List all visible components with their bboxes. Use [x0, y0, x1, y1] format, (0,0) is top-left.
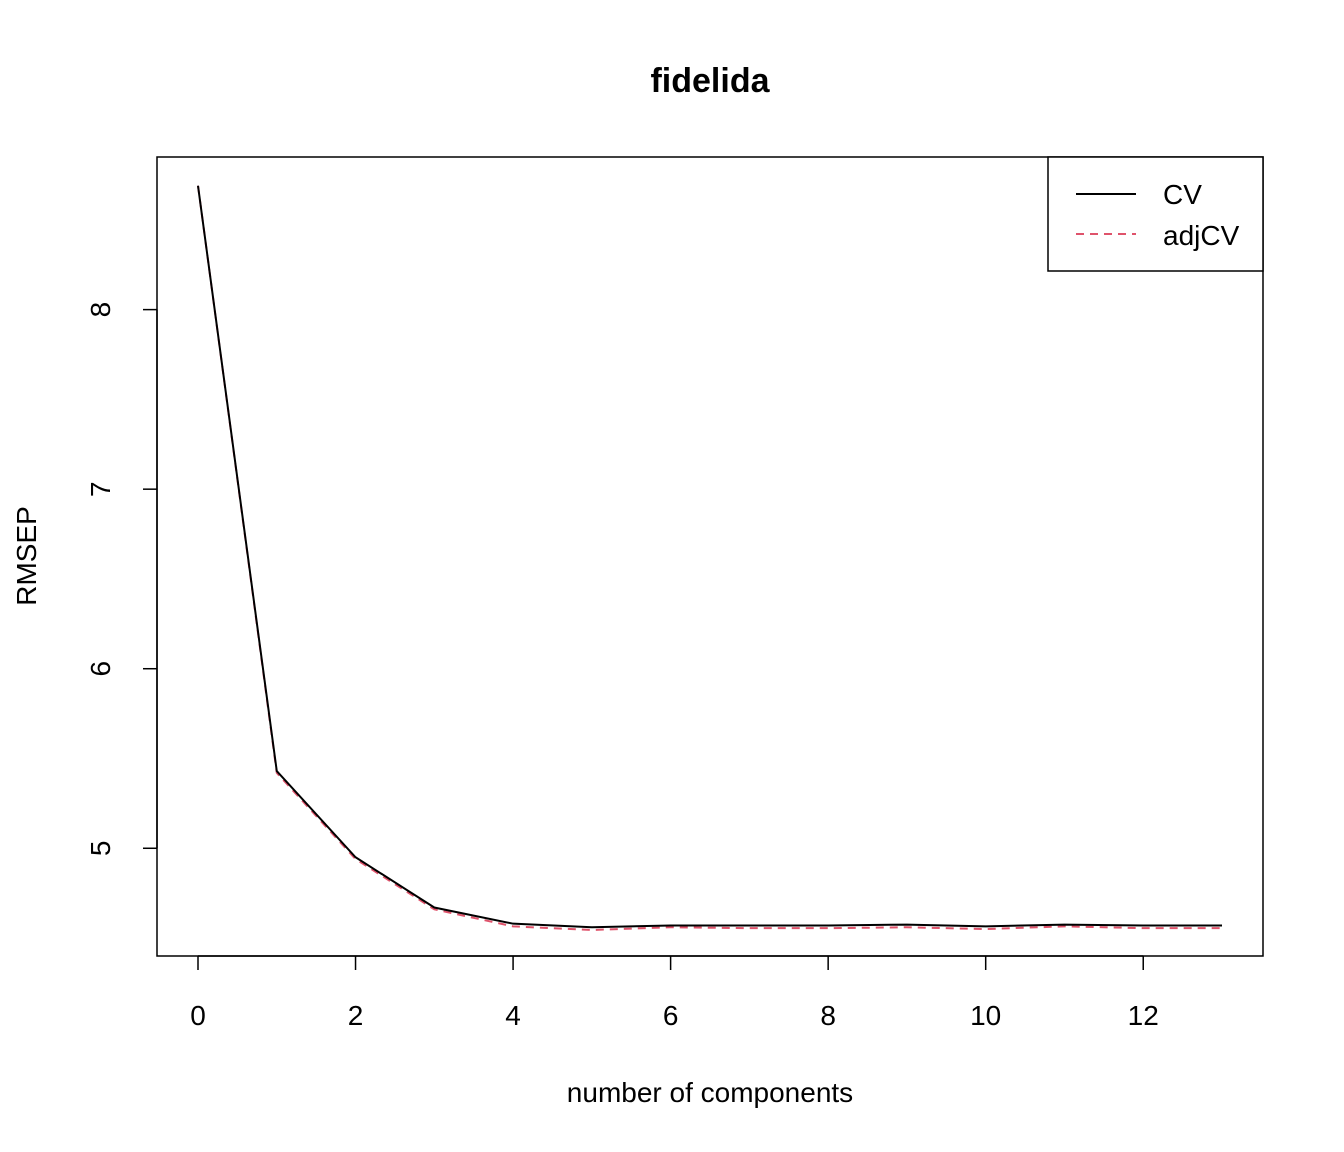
series-line-adjcv — [197, 185, 1222, 931]
legend: CV adjCV — [1047, 156, 1264, 272]
x-tick-label: 2 — [348, 1000, 364, 1031]
x-axis-label: number of components — [567, 1077, 853, 1108]
legend-label-cv: CV — [1163, 179, 1202, 210]
x-tick-label: 0 — [190, 1000, 206, 1031]
x-tick-label: 6 — [663, 1000, 679, 1031]
plot-frame — [156, 156, 1264, 957]
x-tick-label: 10 — [970, 1000, 1001, 1031]
y-axis-label: RMSEP — [11, 506, 42, 606]
x-axis: 0 2 4 6 8 10 12 — [190, 955, 1159, 1031]
y-axis: 5 6 7 8 — [85, 302, 158, 856]
x-tick-label: 8 — [820, 1000, 836, 1031]
x-tick-label: 4 — [505, 1000, 521, 1031]
x-tick-label: 12 — [1128, 1000, 1159, 1031]
y-tick-label: 6 — [85, 661, 116, 677]
plot-area — [197, 185, 1222, 931]
y-tick-label: 5 — [85, 840, 116, 856]
chart-title: fidelida — [650, 62, 770, 100]
legend-label-adjcv: adjCV — [1163, 220, 1240, 251]
series-line-cv — [197, 185, 1222, 929]
y-tick-label: 8 — [85, 302, 116, 318]
legend-box — [1047, 156, 1264, 272]
y-tick-label: 7 — [85, 481, 116, 497]
